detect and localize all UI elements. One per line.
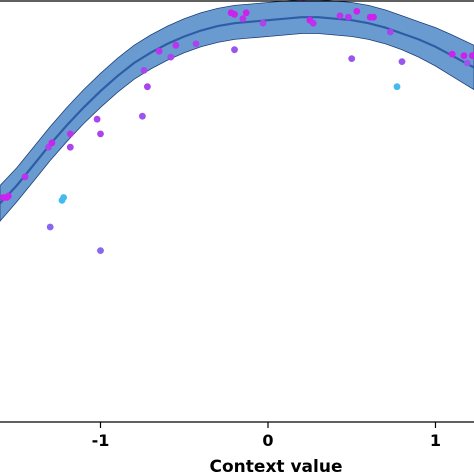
data-point-10	[66, 130, 74, 138]
data-point-14	[97, 247, 104, 255]
data-point-21	[192, 40, 200, 48]
data-point-30	[309, 19, 317, 27]
x-tick-label: 0	[262, 431, 273, 450]
data-point-23	[231, 10, 238, 18]
data-point-20	[172, 41, 180, 49]
data-point-42	[463, 59, 471, 67]
data-point-12	[93, 115, 101, 123]
data-point-27	[259, 19, 267, 27]
data-point-6	[48, 139, 56, 147]
data-point-16	[140, 67, 148, 74]
x-axis-ticks: -1 0 1	[92, 422, 441, 450]
data-points	[0, 0, 474, 255]
data-point-9	[60, 194, 67, 201]
data-point-32	[345, 13, 352, 21]
data-point-15	[139, 112, 146, 120]
data-point-26	[242, 9, 250, 17]
data-point-3	[4, 192, 12, 200]
axes	[0, 0, 474, 423]
data-point-39	[398, 58, 406, 65]
data-point-11	[66, 143, 74, 151]
data-point-37	[386, 28, 394, 36]
data-point-17	[144, 83, 151, 91]
data-point-43	[468, 52, 474, 60]
data-point-33	[348, 55, 356, 62]
x-tick-label: 1	[430, 431, 441, 450]
x-tick-label: -1	[92, 431, 110, 450]
data-point-38	[393, 83, 401, 91]
data-point-7	[46, 223, 54, 231]
data-point-31	[336, 12, 344, 20]
data-point-19	[167, 53, 175, 61]
data-point-34	[353, 7, 361, 15]
data-point-13	[97, 130, 104, 138]
data-point-36	[370, 13, 377, 21]
data-point-41	[460, 52, 468, 60]
x-axis-label: Context value	[210, 457, 343, 474]
data-point-40	[448, 50, 456, 58]
data-point-25	[239, 15, 247, 23]
data-point-18	[155, 47, 163, 55]
data-point-24	[231, 46, 238, 54]
data-point-4	[21, 173, 29, 181]
